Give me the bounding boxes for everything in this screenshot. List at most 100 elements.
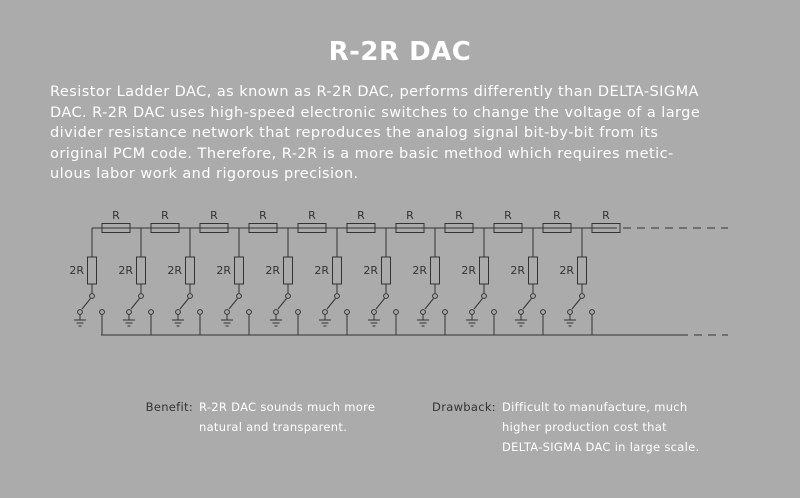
switch-pivot [432,293,438,299]
series-resistor [346,223,376,233]
shunt-resistor [136,256,146,285]
benefit-line: natural and transparent. [199,420,348,434]
switch-pivot [530,293,536,299]
series-resistor [591,223,621,233]
switch-contact-ground [322,309,328,315]
switch-contact-output [589,309,595,315]
switch-contact-ground [77,309,83,315]
switch-contact-output [246,309,252,315]
series-resistor-label: R [553,209,561,222]
switch-blade [277,298,287,310]
switch-contact-output [197,309,203,315]
series-resistor [444,223,474,233]
shunt-resistor [577,256,587,285]
shunt-resistor [430,256,440,285]
switch-pivot [334,293,340,299]
switch-contact-output [99,309,105,315]
switch-blade [326,298,336,310]
switch-contact-ground [273,309,279,315]
drawback-note: Drawback: Difficult to manufacture, much… [432,397,699,457]
switch-contact-ground [420,309,426,315]
switch-contact-ground [469,309,475,315]
intro-line: Resistor Ladder DAC, as known as R-2R DA… [50,84,699,100]
switch-blade [81,298,91,310]
switch-pivot [138,293,144,299]
series-resistor-label: R [308,209,316,222]
benefit-text: R-2R DAC sounds much more natural and tr… [199,397,375,437]
switch-pivot [579,293,585,299]
intro-line: divider resistance network that reproduc… [50,125,659,141]
switch-blade [424,298,434,310]
series-resistor [199,223,229,233]
switch-contact-ground [518,309,524,315]
shunt-resistor [528,256,538,285]
series-resistor [150,223,180,233]
switch-blade [375,298,385,310]
shunt-resistor-label: 2R [265,264,280,277]
switch-contact-ground [126,309,132,315]
series-resistor-label: R [504,209,512,222]
series-resistor [493,223,523,233]
drawback-line: higher production cost that [502,420,667,434]
shunt-resistor-label: 2R [363,264,378,277]
shunt-resistor [234,256,244,285]
series-resistor-label: R [112,209,120,222]
switch-blade [228,298,238,310]
shunt-resistor-label: 2R [69,264,84,277]
page-title: R-2R DAC [328,37,472,67]
shunt-resistor [332,256,342,285]
drawback-line: Difficult to manufacture, much [502,400,688,414]
shunt-resistor-label: 2R [314,264,329,277]
series-resistor-label: R [406,209,414,222]
switch-contact-output [295,309,301,315]
shunt-resistor-label: 2R [216,264,231,277]
switch-contact-ground [567,309,573,315]
switch-blade [130,298,140,310]
switch-contact-output [540,309,546,315]
series-resistor [542,223,572,233]
switch-blade [571,298,581,310]
series-resistor-label: R [602,209,610,222]
series-resistor-label: R [357,209,365,222]
shunt-resistor [381,256,391,285]
switch-contact-ground [175,309,181,315]
switch-blade [473,298,483,310]
series-resistor-label: R [210,209,218,222]
series-resistor [101,223,131,233]
switch-contact-ground [224,309,230,315]
shunt-resistor-label: 2R [412,264,427,277]
series-resistor [297,223,327,233]
intro-paragraph: Resistor Ladder DAC, as known as R-2R DA… [50,82,755,185]
intro-line: ulous labor work and rigorous precision. [50,166,359,182]
switch-pivot [187,293,193,299]
intro-line: DAC. R-2R DAC uses high-speed electronic… [50,104,701,121]
switch-blade [522,298,532,310]
switch-contact-output [393,309,399,315]
shunt-resistor [185,256,195,285]
series-resistor [395,223,425,233]
series-resistor-label: R [455,209,463,222]
switch-pivot [236,293,242,299]
switch-contact-ground [371,309,377,315]
switch-pivot [89,293,95,299]
shunt-resistor [479,256,489,285]
drawback-label: Drawback: [432,400,496,414]
switch-pivot [285,293,291,299]
intro-line: original PCM code. Therefore, R-2R is a … [50,145,674,162]
shunt-resistor-label: 2R [461,264,476,277]
drawback-line: DELTA-SIGMA DAC in large scale. [502,440,700,454]
switch-pivot [481,293,487,299]
series-resistor-label: R [161,209,169,222]
drawback-text: Difficult to manufacture, much higher pr… [502,397,699,457]
shunt-resistor-label: 2R [167,264,182,277]
shunt-resistor [87,256,97,285]
switch-blade [179,298,189,310]
benefit-line: R-2R DAC sounds much more [199,400,376,414]
switch-contact-output [442,309,448,315]
benefit-label: Benefit: [145,400,193,414]
shunt-resistor [283,256,293,285]
shunt-resistor-label: 2R [118,264,133,277]
switch-contact-output [148,309,154,315]
shunt-resistor-label: 2R [559,264,574,277]
r2r-ladder-diagram: R 2R R 2R R 2R R 2R R 2R R 2R R 2R R 2R R 2R R 2R R 2R [69,209,728,336]
